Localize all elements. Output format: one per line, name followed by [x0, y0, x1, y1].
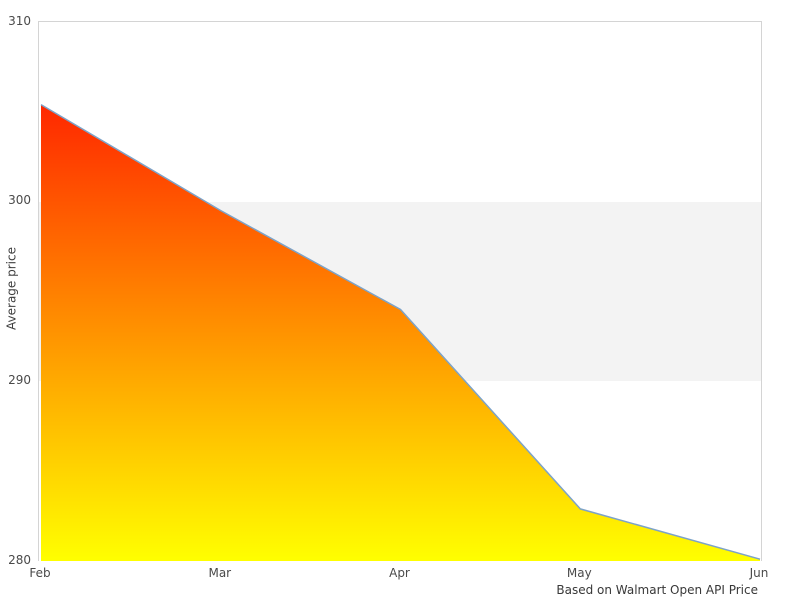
area-series	[40, 103, 761, 561]
plot-area	[38, 21, 762, 561]
x-tick-label: May	[566, 566, 592, 580]
y-tick-label: 280	[8, 552, 31, 567]
y-axis-title: Average price	[4, 247, 19, 330]
series-line	[40, 103, 761, 560]
area-fill	[41, 104, 760, 561]
y-tick-label: 310	[8, 13, 31, 28]
y-tick-label: 300	[8, 193, 31, 208]
source-caption: Based on Walmart Open API Price	[556, 583, 758, 597]
x-tick-label: Jun	[749, 566, 769, 580]
x-tick-label: Apr	[389, 566, 410, 580]
x-tick-label: Mar	[208, 566, 232, 580]
x-tick-label: Feb	[29, 566, 51, 580]
y-tick-label: 290	[8, 372, 31, 387]
